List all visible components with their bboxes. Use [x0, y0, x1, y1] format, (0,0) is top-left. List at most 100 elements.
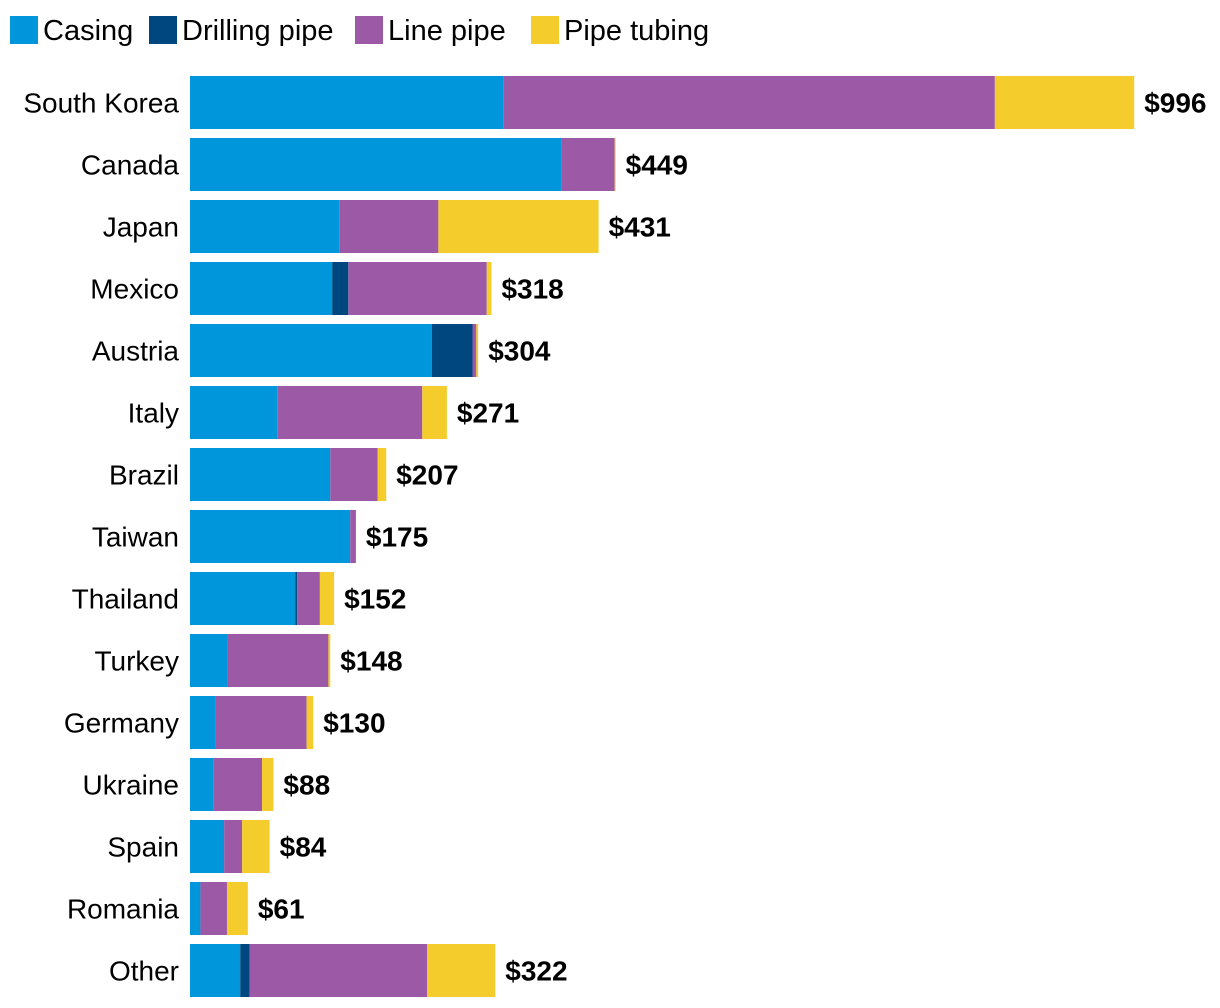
- bar-segment-romania-casing: [190, 882, 201, 935]
- category-label-mexico: Mexico: [90, 274, 179, 305]
- bar-segment-south-korea-pipe-tubing: [994, 76, 1135, 129]
- bar-segment-turkey-pipe-tubing: [328, 634, 331, 687]
- bar-segment-japan-line-pipe: [339, 200, 439, 253]
- legend-swatch-drilling-pipe: [149, 16, 177, 44]
- bar-segment-brazil-line-pipe: [330, 448, 378, 501]
- total-label-ukraine: $88: [283, 770, 330, 801]
- bar-segment-spain-casing: [190, 820, 225, 873]
- bar-segment-mexico-pipe-tubing: [486, 262, 492, 315]
- bar-series-group: [190, 76, 1135, 997]
- bar-segment-other-casing: [190, 944, 241, 997]
- bar-segment-italy-line-pipe: [277, 386, 423, 439]
- chart-legend: Casing Drilling pipe Line pipe Pipe tubing: [10, 15, 709, 47]
- total-labels-group: $996 $449 $431 $318 $304 $271 $207 $175 $152 $148…: [258, 88, 1207, 987]
- category-label-italy: Italy: [128, 398, 179, 429]
- bar-romania: [190, 882, 248, 935]
- bar-segment-thailand-pipe-tubing: [319, 572, 335, 625]
- bar-segment-mexico-line-pipe: [348, 262, 487, 315]
- total-label-mexico: $318: [501, 274, 563, 305]
- bar-segment-south-korea-casing: [190, 76, 504, 129]
- legend-swatch-line-pipe: [355, 16, 383, 44]
- bar-segment-japan-casing: [190, 200, 340, 253]
- category-label-canada: Canada: [81, 150, 180, 181]
- bar-ukraine: [190, 758, 274, 811]
- legend-item-casing: Casing: [10, 15, 133, 47]
- bar-turkey: [190, 634, 331, 687]
- bar-segment-brazil-pipe-tubing: [377, 448, 387, 501]
- legend-label-line-pipe: Line pipe: [388, 15, 506, 47]
- bar-italy: [190, 386, 447, 439]
- category-axis-labels: South Korea Canada Japan Mexico Austria Italy…: [23, 88, 179, 987]
- bar-segment-thailand-drilling-pipe: [295, 572, 298, 625]
- bar-taiwan: [190, 510, 356, 563]
- category-label-spain: Spain: [107, 832, 179, 863]
- bar-segment-germany-casing: [190, 696, 216, 749]
- bar-canada: [190, 138, 616, 191]
- category-label-japan: Japan: [103, 212, 179, 243]
- bar-segment-japan-pipe-tubing: [438, 200, 599, 253]
- legend-label-drilling-pipe: Drilling pipe: [182, 15, 334, 47]
- bar-segment-austria-casing: [190, 324, 432, 377]
- bar-other: [190, 944, 496, 997]
- bar-segment-thailand-casing: [190, 572, 296, 625]
- category-label-brazil: Brazil: [109, 460, 179, 491]
- bar-segment-canada-pipe-tubing: [614, 138, 616, 191]
- bar-segment-other-pipe-tubing: [427, 944, 496, 997]
- bar-segment-romania-pipe-tubing: [226, 882, 248, 935]
- total-label-germany: $130: [323, 708, 385, 739]
- total-label-turkey: $148: [340, 646, 402, 677]
- total-label-other: $322: [505, 956, 567, 987]
- category-label-other: Other: [109, 956, 179, 987]
- bar-segment-ukraine-pipe-tubing: [262, 758, 274, 811]
- bar-segment-south-korea-line-pipe: [503, 76, 995, 129]
- bar-segment-spain-line-pipe: [224, 820, 243, 873]
- total-label-south-korea: $996: [1144, 88, 1206, 119]
- total-label-spain: $84: [280, 832, 327, 863]
- bar-segment-turkey-casing: [190, 634, 228, 687]
- category-label-ukraine: Ukraine: [83, 770, 179, 801]
- total-label-romania: $61: [258, 894, 305, 925]
- bar-south-korea: [190, 76, 1135, 129]
- bar-spain: [190, 820, 270, 873]
- total-label-italy: $271: [457, 398, 519, 429]
- bar-segment-austria-pipe-tubing: [476, 324, 479, 377]
- bar-segment-mexico-casing: [190, 262, 333, 315]
- bar-segment-brazil-casing: [190, 448, 331, 501]
- category-label-taiwan: Taiwan: [92, 522, 179, 553]
- category-label-turkey: Turkey: [94, 646, 179, 677]
- bar-segment-mexico-drilling-pipe: [332, 262, 349, 315]
- bar-brazil: [190, 448, 387, 501]
- category-label-germany: Germany: [64, 708, 179, 739]
- total-label-canada: $449: [626, 150, 688, 181]
- total-label-brazil: $207: [396, 460, 458, 491]
- bar-segment-other-drilling-pipe: [240, 944, 250, 997]
- bar-segment-ukraine-casing: [190, 758, 214, 811]
- bar-segment-canada-line-pipe: [561, 138, 615, 191]
- legend-label-casing: Casing: [43, 15, 133, 47]
- bar-segment-spain-pipe-tubing: [242, 820, 270, 873]
- bar-germany: [190, 696, 314, 749]
- bar-mexico: [190, 262, 492, 315]
- bar-thailand: [190, 572, 335, 625]
- category-label-south-korea: South Korea: [23, 88, 179, 119]
- category-label-thailand: Thailand: [72, 584, 179, 615]
- category-label-romania: Romania: [67, 894, 179, 925]
- legend-swatch-casing: [10, 16, 38, 44]
- bar-segment-italy-casing: [190, 386, 278, 439]
- bar-segment-ukraine-line-pipe: [213, 758, 263, 811]
- bar-segment-thailand-line-pipe: [297, 572, 320, 625]
- legend-item-line-pipe: Line pipe: [355, 15, 506, 47]
- bar-segment-other-line-pipe: [249, 944, 427, 997]
- legend-swatch-pipe-tubing: [531, 16, 559, 44]
- legend-label-pipe-tubing: Pipe tubing: [564, 15, 709, 47]
- total-label-taiwan: $175: [366, 522, 428, 553]
- bar-japan: [190, 200, 599, 253]
- bar-segment-turkey-line-pipe: [227, 634, 329, 687]
- bar-segment-taiwan-casing: [190, 510, 351, 563]
- category-label-austria: Austria: [92, 336, 180, 367]
- bar-segment-austria-line-pipe: [472, 324, 477, 377]
- bar-segment-italy-pipe-tubing: [422, 386, 447, 439]
- bar-segment-germany-line-pipe: [215, 696, 307, 749]
- bar-segment-romania-line-pipe: [200, 882, 227, 935]
- legend-item-drilling-pipe: Drilling pipe: [149, 15, 334, 47]
